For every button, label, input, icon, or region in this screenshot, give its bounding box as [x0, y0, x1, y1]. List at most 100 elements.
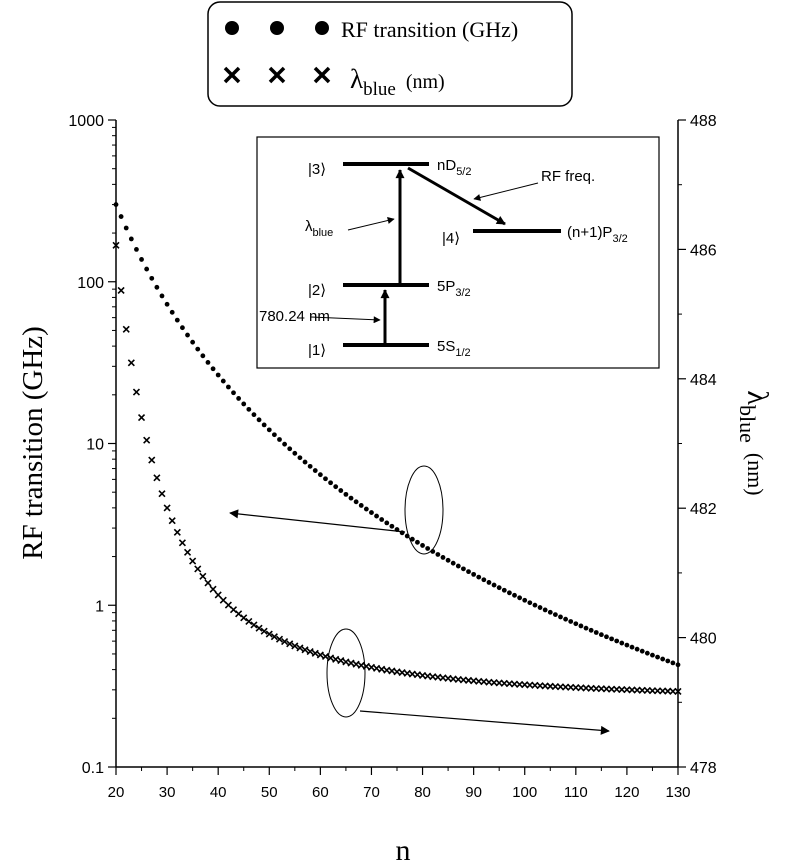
- rf-point: [563, 616, 568, 622]
- state-label-5p: 5P3/2: [437, 278, 471, 299]
- x-tick-label: 50: [261, 784, 278, 801]
- lambda-point: [240, 614, 248, 622]
- lambda-point: [286, 640, 294, 648]
- lambda-point: [255, 624, 263, 632]
- rf-point: [450, 560, 456, 566]
- rf-point: [629, 644, 635, 650]
- lambda-point: [275, 635, 284, 643]
- rf-point: [409, 536, 415, 542]
- rf-point: [573, 621, 579, 627]
- rf-point: [455, 563, 461, 569]
- rf-point: [220, 378, 226, 384]
- lambda-point: [219, 596, 227, 604]
- lambda-point: [245, 617, 253, 626]
- legend-label-rf: RF transition (GHz): [341, 17, 518, 42]
- rf-point: [236, 396, 242, 401]
- transition-label-rf: RF freq.: [541, 168, 595, 185]
- pointer-rf: [473, 182, 539, 201]
- legend-label-lambda: λblue (nm): [350, 64, 445, 100]
- lambda-point: [183, 548, 192, 556]
- rf-point: [568, 619, 574, 624]
- legend-circle-marker: [225, 21, 239, 35]
- lambda-point: [235, 610, 243, 618]
- rf-point: [604, 634, 609, 640]
- rf-point: [333, 484, 339, 490]
- rf-point: [665, 658, 671, 664]
- rf-point: [481, 577, 487, 583]
- rf-point: [282, 441, 287, 447]
- rf-point: [527, 600, 533, 606]
- lambda-point: [117, 286, 125, 295]
- annotation-ellipse-rf: [404, 465, 444, 555]
- lambda-point: [143, 436, 151, 444]
- transition-rf-arrow: [407, 166, 506, 226]
- legend-entry-rf: RF transition (GHz): [225, 17, 518, 42]
- rf-point: [542, 607, 548, 613]
- state-label-5s: 5S1/2: [437, 338, 471, 359]
- ket-4: |4⟩: [442, 230, 460, 247]
- rf-point: [277, 437, 282, 442]
- x-tick-label: 110: [564, 784, 588, 801]
- lambda-point: [357, 661, 365, 669]
- rf-point: [144, 266, 150, 272]
- rf-point: [139, 257, 144, 262]
- pointer-780: [310, 316, 381, 324]
- lambda-point: [337, 657, 345, 665]
- rf-point: [670, 660, 676, 666]
- rf-point: [609, 636, 614, 642]
- lambda-point: [321, 652, 330, 661]
- rf-point: [461, 566, 466, 572]
- lambda-point: [189, 557, 197, 565]
- lambda-point: [342, 658, 350, 666]
- lambda-point: [674, 687, 682, 695]
- lambda-point: [112, 241, 120, 249]
- rf-point: [639, 648, 645, 654]
- rf-point: [134, 247, 139, 252]
- rf-point: [159, 293, 165, 299]
- rf-point: [675, 662, 681, 668]
- rf-point: [271, 432, 277, 438]
- legend-entry-lambda: λblue (nm): [223, 64, 445, 100]
- rf-point: [440, 555, 446, 560]
- rf-point: [302, 459, 308, 465]
- lambda-point: [204, 579, 212, 587]
- lambda-point: [306, 648, 314, 656]
- rf-point: [185, 332, 190, 338]
- annotation-ellipse-lambda: [326, 628, 366, 718]
- rf-point: [231, 390, 236, 396]
- rf-point: [491, 582, 497, 588]
- x-tick-label: 70: [363, 784, 380, 801]
- rf-point: [522, 597, 528, 603]
- rf-point: [583, 625, 589, 631]
- lambda-point: [199, 572, 207, 580]
- lambda-point: [270, 633, 278, 641]
- y-left-tick-label: 1000: [68, 113, 104, 130]
- lambda-point: [296, 644, 304, 652]
- rf-point: [241, 401, 247, 407]
- lambda-point: [281, 638, 289, 646]
- legend-circle-marker: [315, 21, 329, 35]
- rf-point: [650, 652, 655, 658]
- series-rf-transition: [113, 202, 681, 668]
- rf-point: [246, 406, 252, 412]
- lambda-point: [214, 591, 222, 599]
- y-right-tick-label: 484: [690, 372, 717, 389]
- rf-point: [338, 488, 344, 493]
- ket-1: |1⟩: [308, 342, 326, 359]
- transition-label-780: 780.24 nm: [259, 308, 330, 325]
- rf-point: [466, 569, 471, 575]
- lambda-point: [158, 490, 166, 498]
- y-left-ticks: 0.1 1 10 100 1000: [68, 113, 116, 777]
- axes: 20 30 40 50 60 70 80 90 100 110 120 130 0.111010010…: [68, 113, 716, 801]
- rf-point: [292, 450, 298, 456]
- rf-point: [353, 499, 359, 505]
- rf-point: [660, 656, 666, 662]
- rf-point: [420, 543, 425, 548]
- y-right-tick-label: 486: [690, 242, 717, 259]
- x-tick-label: 30: [159, 784, 176, 801]
- lambda-point: [168, 517, 176, 525]
- legend-cross-marker: [313, 66, 331, 84]
- rf-point: [445, 557, 451, 563]
- rf-point: [425, 546, 431, 551]
